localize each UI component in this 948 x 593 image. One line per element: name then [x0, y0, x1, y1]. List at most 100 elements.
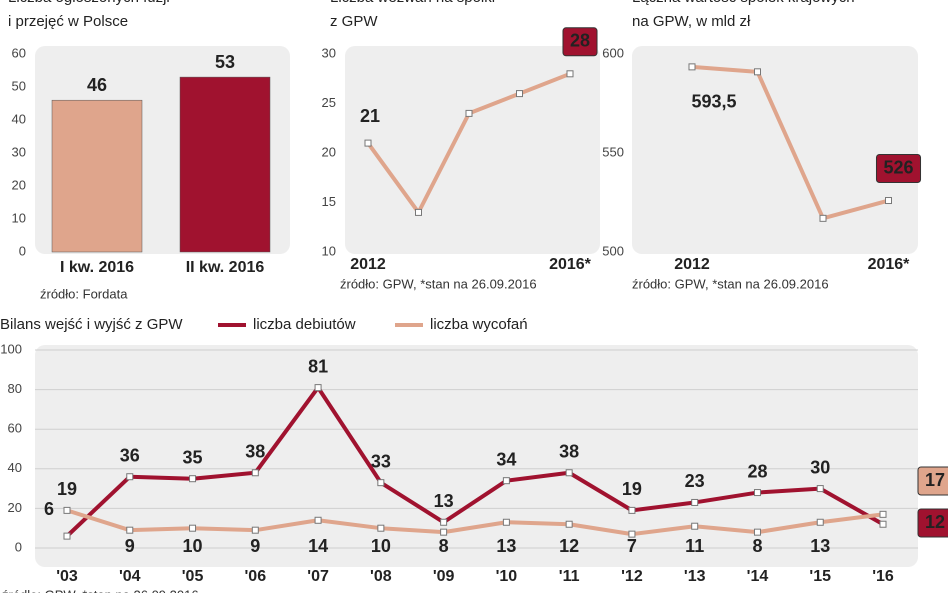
legend-label: liczba wycofań — [430, 316, 528, 333]
value-label: 19 — [57, 479, 77, 499]
value-label: 28 — [747, 461, 767, 481]
y-tick-label: 600 — [602, 45, 624, 60]
value-label: 8 — [439, 536, 449, 556]
value-label: 13 — [434, 491, 454, 511]
point — [753, 489, 761, 497]
value-label: 14 — [308, 536, 328, 556]
label-box — [917, 508, 948, 538]
point — [885, 197, 892, 205]
x-tick-label: '08 — [370, 568, 392, 585]
source: źródło: GPW, *stan na 26.09.2016 — [632, 276, 829, 291]
point — [189, 475, 197, 483]
point — [189, 524, 197, 532]
point — [628, 506, 636, 514]
y-tick-label: 50 — [12, 78, 26, 93]
point — [314, 384, 322, 392]
point — [314, 516, 322, 524]
value-label: 23 — [685, 471, 705, 491]
point — [566, 70, 574, 78]
y-tick-label: 60 — [8, 421, 22, 436]
y-tick-label: 25 — [322, 95, 336, 110]
x-tick-label: '10 — [496, 568, 518, 585]
x-tick-label: 2012 — [674, 256, 710, 273]
y-tick-label: 20 — [12, 177, 26, 192]
value-label: 34 — [496, 449, 516, 469]
chart-title: Liczba ogłoszonych fuzji — [8, 0, 170, 6]
value-label: 30 — [810, 457, 830, 477]
x-tick-label: '11 — [559, 568, 580, 585]
value-label: 53 — [215, 52, 235, 72]
x-tick-label: '06 — [245, 568, 267, 585]
point — [754, 68, 761, 76]
point — [126, 473, 134, 481]
value-label: 593,5 — [691, 92, 736, 112]
point — [502, 518, 510, 526]
chart-title: z GPW — [330, 13, 378, 30]
x-tick-label: '16 — [872, 568, 894, 585]
y-tick-label: 500 — [602, 243, 624, 258]
value-label: 10 — [371, 536, 391, 556]
value-label: 19 — [622, 479, 642, 499]
point — [565, 520, 573, 528]
value-label: 9 — [250, 536, 260, 556]
x-tick-label: '05 — [182, 568, 204, 585]
x-tick-label: 2016* — [868, 256, 911, 273]
y-tick-label: 15 — [322, 194, 336, 209]
value-label: 36 — [120, 445, 140, 465]
value-label: 10 — [183, 536, 203, 556]
value-label: 46 — [87, 75, 107, 95]
point — [691, 498, 699, 506]
panel — [632, 46, 918, 254]
source: źródło: Fordata — [40, 286, 128, 301]
line — [65, 385, 884, 538]
value-label: 38 — [559, 442, 579, 462]
source: źródło: GPW, *stan na 26.09.2016 — [340, 276, 537, 291]
x-tick-label: '04 — [119, 568, 141, 585]
value-label: 526 — [883, 157, 913, 177]
y-tick-label: 30 — [12, 144, 26, 159]
value-label: 9 — [125, 536, 135, 556]
label-box — [562, 27, 598, 57]
value-label: 7 — [627, 536, 637, 556]
bar — [51, 99, 143, 253]
y-tick-label: 100 — [0, 341, 22, 356]
x-tick-label: I kw. 2016 — [60, 259, 134, 276]
y-tick-label: 0 — [19, 243, 26, 258]
value-label: 13 — [496, 536, 516, 556]
line — [691, 64, 890, 221]
label-box — [875, 154, 922, 184]
point — [377, 479, 385, 487]
x-tick-label: '03 — [56, 568, 78, 585]
y-tick-label: 0 — [15, 539, 22, 554]
x-tick-label: '09 — [433, 568, 455, 585]
value-label: 33 — [371, 451, 391, 471]
point — [565, 469, 573, 477]
point — [816, 485, 824, 493]
value-label: 12 — [559, 536, 579, 556]
x-tick-label: '13 — [684, 568, 706, 585]
point — [126, 526, 134, 534]
point — [688, 63, 696, 71]
point — [879, 520, 887, 528]
chart-title: na GPW, w mld zł — [632, 13, 751, 30]
point — [816, 518, 824, 526]
chart-title: Liczba wezwań na spółki — [330, 0, 495, 6]
x-tick-label: '14 — [747, 568, 769, 585]
point — [753, 528, 761, 536]
value-label: 13 — [810, 536, 830, 556]
point — [691, 522, 699, 530]
point — [415, 208, 422, 216]
x-tick-label: '15 — [809, 568, 831, 585]
point — [251, 469, 259, 477]
y-tick-label: 40 — [8, 460, 22, 475]
y-tick-label: 10 — [12, 210, 26, 225]
y-tick-label: 20 — [8, 500, 22, 515]
value-label: 11 — [685, 536, 704, 556]
y-tick-label: 80 — [8, 381, 22, 396]
value-label: 28 — [570, 31, 590, 51]
chart-title: i przejęć w Polsce — [8, 13, 128, 30]
point — [377, 524, 385, 532]
point — [440, 518, 448, 526]
value-label: 8 — [752, 536, 762, 556]
source: źródło: GPW, *stan na 26.09.2016 — [2, 587, 199, 593]
